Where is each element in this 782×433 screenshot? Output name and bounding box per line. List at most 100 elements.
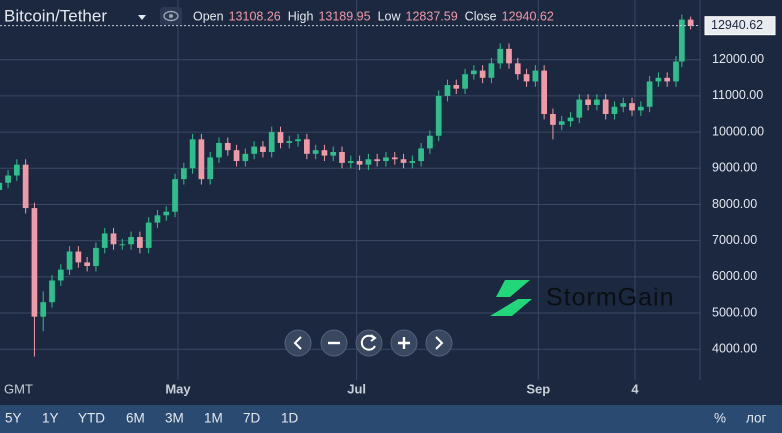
range-button[interactable]: 1Y bbox=[42, 411, 59, 426]
candle-body bbox=[558, 121, 565, 125]
y-tick-label: 5000.00 bbox=[712, 305, 757, 319]
ohlc-legend: Open 13108.26 High 13189.95 Low 12837.59 Close… bbox=[193, 9, 554, 23]
y-tick-label: 9000.00 bbox=[712, 161, 757, 175]
candle-body bbox=[488, 63, 495, 78]
candle-body bbox=[198, 139, 205, 180]
ohlc-value: 12940.62 bbox=[502, 9, 554, 23]
candle-body bbox=[664, 77, 671, 82]
y-tick-label: 6000.00 bbox=[712, 269, 757, 283]
candle-body bbox=[497, 48, 504, 64]
candle-body bbox=[576, 99, 583, 118]
candle-body bbox=[687, 19, 694, 26]
candle-body bbox=[233, 150, 240, 162]
candle-body bbox=[339, 152, 345, 163]
candle-body bbox=[145, 222, 152, 248]
ohlc-value: 12837.59 bbox=[406, 9, 458, 23]
candle-body bbox=[110, 233, 117, 245]
candle-body bbox=[585, 99, 591, 105]
candle-body bbox=[427, 135, 433, 149]
range-button[interactable]: 5Y bbox=[5, 411, 22, 426]
candles bbox=[0, 14, 694, 357]
candle-body bbox=[646, 81, 653, 107]
candle-body bbox=[40, 302, 47, 317]
y-tick-label: 7000.00 bbox=[712, 233, 757, 247]
candle-body bbox=[523, 74, 530, 82]
candle-body bbox=[365, 159, 372, 165]
candle-body bbox=[189, 139, 196, 169]
candle-body bbox=[312, 150, 319, 154]
range-button[interactable]: 3M bbox=[165, 411, 184, 426]
candle-body bbox=[286, 141, 293, 143]
candle-body bbox=[678, 19, 685, 62]
axes: 4000.00 5000.00 6000.00 7000.00 8000.00 9000.… bbox=[0, 0, 776, 396]
range-button[interactable]: 1M bbox=[204, 411, 223, 426]
last-price-label: 12940.62 bbox=[711, 18, 763, 32]
candle-body bbox=[119, 244, 126, 246]
candle-body bbox=[304, 139, 310, 154]
scroll-left[interactable] bbox=[284, 329, 312, 357]
candle-body bbox=[541, 70, 548, 114]
candle-body bbox=[268, 132, 275, 152]
candle-body bbox=[242, 153, 249, 162]
candle-body bbox=[594, 99, 600, 105]
y-tick-label: 8000.00 bbox=[712, 197, 757, 211]
candle-body bbox=[172, 179, 178, 212]
candle-body bbox=[128, 237, 134, 245]
candle-body bbox=[470, 70, 477, 75]
candle-body bbox=[137, 237, 143, 248]
ohlc-value: 13189.95 bbox=[318, 9, 370, 23]
bottom-bar bbox=[0, 405, 782, 433]
y-tick-label: 11000.00 bbox=[712, 88, 763, 102]
symbol[interactable]: Bitcoin/Tether bbox=[4, 6, 107, 25]
y-tick-label: 12000.00 bbox=[712, 52, 764, 66]
timezone: GMT bbox=[4, 381, 33, 396]
candle-body bbox=[673, 61, 679, 82]
x-tick-label: 4 bbox=[631, 381, 639, 396]
grid bbox=[0, 0, 700, 380]
range-button[interactable]: 7D bbox=[243, 411, 261, 426]
scroll-right[interactable] bbox=[425, 329, 453, 357]
scale-option[interactable]: лог bbox=[746, 411, 767, 426]
candle-body bbox=[93, 247, 99, 266]
x-tick-label: Jul bbox=[347, 381, 366, 396]
candle-body bbox=[611, 106, 618, 114]
candle-body bbox=[479, 70, 486, 78]
scale-option[interactable]: % bbox=[714, 411, 726, 426]
range-button[interactable]: YTD bbox=[78, 411, 105, 426]
candle-body bbox=[532, 70, 539, 82]
candle-body bbox=[163, 211, 170, 216]
candle-body bbox=[0, 182, 3, 190]
candle-body bbox=[5, 175, 11, 183]
candle-body bbox=[330, 152, 337, 156]
reset[interactable] bbox=[355, 329, 383, 357]
range-button[interactable]: 6M bbox=[126, 411, 145, 426]
range-button[interactable]: 1D bbox=[281, 411, 299, 426]
candle-body bbox=[49, 280, 55, 303]
candle-body bbox=[216, 142, 222, 158]
x-tick-label: Sep bbox=[526, 381, 550, 396]
candle-body bbox=[154, 215, 161, 223]
symbol-dropdown[interactable] bbox=[138, 15, 146, 20]
x-tick-label: May bbox=[165, 381, 191, 396]
candle-body bbox=[66, 251, 73, 270]
y-tick-label: 4000.00 bbox=[712, 342, 757, 356]
candle-body bbox=[400, 159, 407, 163]
candle-body bbox=[22, 164, 29, 209]
candle-body bbox=[383, 157, 389, 162]
candle-body bbox=[637, 106, 644, 111]
candle-body bbox=[260, 146, 266, 152]
visibility-toggle[interactable] bbox=[160, 7, 182, 25]
candle-body bbox=[347, 161, 354, 163]
candle-body bbox=[418, 148, 424, 162]
zoom-out[interactable] bbox=[320, 329, 348, 357]
ohlc-value: 13108.26 bbox=[229, 9, 281, 23]
zoom-in[interactable] bbox=[390, 329, 418, 357]
candle-body bbox=[295, 139, 301, 142]
range-buttons: 5Y 1Y YTD 6M 3M 1M 7D 1D% лог bbox=[5, 411, 767, 426]
candle-body bbox=[207, 157, 214, 180]
candle-body bbox=[444, 85, 451, 96]
candle-body bbox=[84, 262, 91, 266]
